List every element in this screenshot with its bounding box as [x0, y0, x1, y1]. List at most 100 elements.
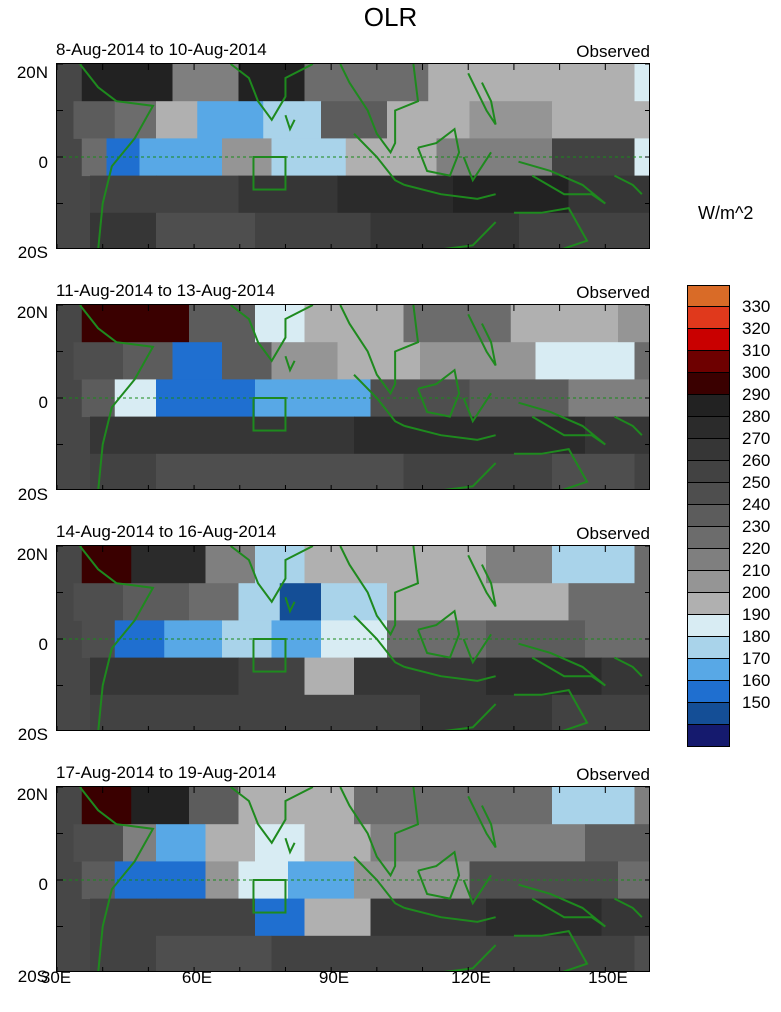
coastline [462, 392, 492, 424]
olr-cell [114, 620, 165, 659]
olr-cell [387, 546, 487, 584]
colorbar-swatch [687, 571, 730, 593]
olr-cell [469, 101, 553, 139]
panel-2: 11-Aug-2014 to 13-Aug-2014 Observed [0, 281, 680, 523]
olr-cell [205, 824, 256, 862]
coastline [79, 546, 155, 730]
coastline [462, 874, 492, 906]
olr-cell [156, 416, 256, 455]
colorbar-label: 160 [742, 671, 771, 690]
olr-cell [552, 694, 635, 730]
olr-cell [618, 305, 649, 343]
olr-cell [271, 342, 338, 380]
olr-field [57, 787, 649, 971]
colorbar-label: 230 [742, 517, 771, 536]
coastline [467, 795, 497, 848]
olr-cell [387, 583, 470, 621]
coastline [513, 448, 589, 489]
coastline [417, 368, 461, 418]
colorbar-label: 260 [742, 451, 771, 470]
olr-cell [535, 935, 635, 971]
olr-cell [552, 787, 635, 825]
coastline [339, 787, 420, 878]
olr-cell [279, 583, 322, 621]
coastline [339, 64, 420, 155]
olr-cell [73, 583, 124, 621]
colorbar-swatch [687, 417, 730, 439]
olr-cell [552, 101, 649, 139]
olr-cell [370, 824, 503, 862]
colorbar-swatch [687, 637, 730, 659]
units-label: W/m^2 [698, 203, 754, 223]
coastline [513, 207, 589, 248]
olr-cell [354, 787, 470, 825]
coastline [462, 633, 492, 665]
panel-date-range: 17-Aug-2014 to 19-Aug-2014 [56, 763, 277, 782]
olr-cell [131, 787, 190, 825]
coastline [79, 787, 155, 971]
olr-cell [90, 694, 173, 730]
olr-cell [131, 305, 190, 343]
coastline [613, 897, 643, 918]
colorbar-swatch [687, 373, 730, 395]
coastline [444, 703, 497, 730]
colorbar-label: 210 [742, 561, 771, 580]
olr-cell [81, 546, 132, 584]
coastline [230, 787, 314, 845]
olr-cell [255, 416, 355, 455]
colorbar-swatch [687, 285, 730, 307]
panel-source-tag: Observed [576, 42, 650, 61]
olr-cell [189, 787, 239, 825]
coastline [404, 906, 496, 923]
olr-cell [197, 101, 264, 139]
coastline [339, 305, 420, 396]
colorbar-label: 330 [742, 297, 771, 316]
olr-cell [634, 694, 649, 730]
colorbar-label: 290 [742, 385, 771, 404]
olr-cell [90, 898, 157, 937]
olr-cell [131, 546, 206, 584]
olr-cell [238, 583, 281, 621]
coastline [613, 174, 643, 195]
olr-cell [255, 546, 305, 584]
olr-cell [403, 305, 512, 343]
coastline [284, 114, 296, 132]
olr-cell [156, 212, 256, 248]
coastline [230, 546, 314, 604]
olr-cell [90, 175, 157, 214]
olr-cell [535, 342, 635, 380]
map-plot [56, 545, 650, 731]
y-tick-label: 20N [16, 545, 48, 564]
coastline [513, 930, 589, 971]
olr-cell [634, 935, 649, 971]
olr-cell [288, 694, 421, 730]
olr-cell [428, 64, 512, 102]
olr-cell [123, 342, 173, 380]
coastline [353, 133, 405, 186]
coastline [284, 355, 296, 373]
map-plot [56, 304, 650, 490]
coastline [518, 401, 606, 446]
olr-cell [156, 861, 206, 900]
colorbar-label: 170 [742, 649, 771, 668]
colorbar-label: 200 [742, 583, 771, 602]
olr-cell [420, 342, 536, 380]
olr-cell [304, 305, 404, 343]
olr-cell [403, 453, 553, 489]
colorbar-swatch [687, 681, 730, 703]
olr-field [57, 64, 649, 248]
olr-cell [255, 212, 371, 248]
olr-cell [271, 935, 404, 971]
colorbar-swatch [687, 351, 730, 373]
colorbar-swatch [687, 307, 730, 329]
colorbar-swatch [687, 483, 730, 505]
olr-cell [263, 101, 322, 139]
olr-cell [552, 546, 635, 584]
map-plot [56, 786, 650, 972]
coastline [353, 374, 405, 427]
coastline [518, 160, 606, 205]
olr-cell [354, 657, 487, 696]
olr-cell [156, 657, 239, 696]
olr-cell [156, 824, 206, 862]
olr-cell [634, 453, 649, 489]
